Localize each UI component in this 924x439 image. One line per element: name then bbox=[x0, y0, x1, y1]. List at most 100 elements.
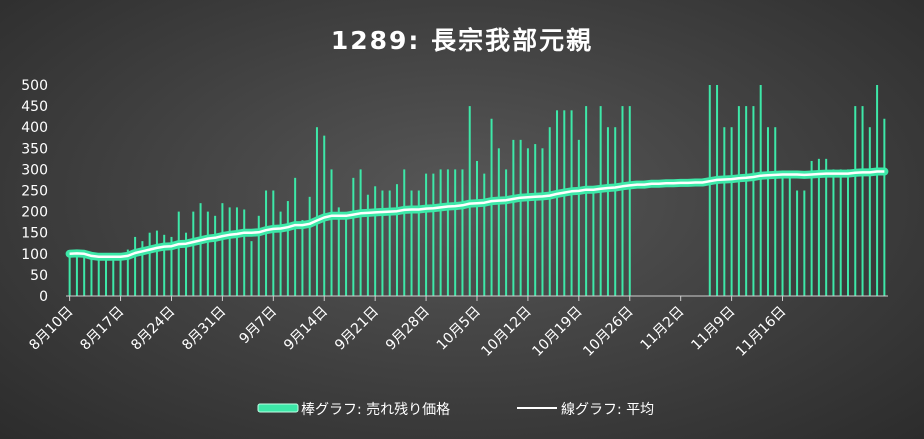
x-tick-label: 8月10日 bbox=[26, 304, 76, 354]
bar bbox=[257, 215, 260, 296]
bar bbox=[83, 255, 86, 296]
bar bbox=[599, 106, 602, 296]
bar bbox=[345, 215, 348, 296]
x-tick-label: 11月2日 bbox=[637, 304, 687, 354]
x-tick-label: 10月5日 bbox=[434, 304, 484, 354]
y-tick-label: 400 bbox=[21, 120, 48, 136]
bar bbox=[381, 190, 384, 296]
bar bbox=[883, 118, 886, 296]
bar bbox=[417, 190, 420, 296]
bar bbox=[75, 251, 78, 296]
x-tick-label: 9月21日 bbox=[332, 304, 382, 354]
bar bbox=[68, 253, 71, 296]
bar bbox=[563, 110, 566, 296]
bar bbox=[119, 255, 122, 296]
y-tick-label: 50 bbox=[30, 268, 48, 284]
x-tick-label: 8月31日 bbox=[179, 304, 229, 354]
bar bbox=[192, 211, 195, 296]
bar bbox=[730, 127, 733, 296]
bar bbox=[250, 241, 253, 296]
bar bbox=[854, 106, 857, 296]
bar bbox=[265, 190, 268, 296]
bar bbox=[759, 85, 762, 296]
bar bbox=[788, 177, 791, 296]
y-tick-label: 0 bbox=[39, 289, 48, 305]
bar bbox=[737, 106, 740, 296]
average-line-series bbox=[65, 167, 889, 261]
bar bbox=[512, 139, 515, 296]
bar bbox=[446, 169, 449, 296]
bar bbox=[461, 169, 464, 296]
y-tick-label: 250 bbox=[21, 184, 48, 200]
legend: 棒グラフ: 売れ残り価格 線グラフ: 平均 bbox=[257, 402, 654, 418]
bar bbox=[243, 209, 246, 296]
bar bbox=[374, 186, 377, 296]
bar bbox=[526, 148, 529, 296]
bar bbox=[577, 139, 580, 296]
y-tick-label: 150 bbox=[21, 226, 48, 242]
bar bbox=[206, 211, 209, 296]
bar bbox=[585, 106, 588, 296]
bar bbox=[294, 177, 297, 296]
bar bbox=[228, 207, 231, 296]
legend-item-line[interactable]: 線グラフ: 平均 bbox=[517, 402, 654, 418]
bar bbox=[403, 169, 406, 296]
bar bbox=[723, 127, 726, 296]
bar bbox=[497, 148, 500, 296]
bar bbox=[839, 169, 842, 296]
bar bbox=[861, 106, 864, 296]
bar bbox=[766, 127, 769, 296]
bar bbox=[439, 169, 442, 296]
legend-bar-label: 棒グラフ: 売れ残り価格 bbox=[301, 402, 450, 418]
bar bbox=[112, 255, 115, 296]
bar bbox=[716, 85, 719, 296]
bar bbox=[548, 127, 551, 296]
x-tick-label: 9月14日 bbox=[281, 304, 331, 354]
bar bbox=[781, 177, 784, 296]
bar bbox=[868, 127, 871, 296]
bar bbox=[97, 255, 100, 296]
bar bbox=[803, 190, 806, 296]
bar bbox=[846, 169, 849, 296]
x-tick-label: 10月12日 bbox=[478, 304, 534, 360]
y-tick-label: 100 bbox=[21, 247, 48, 263]
bar bbox=[825, 158, 828, 296]
bar bbox=[570, 110, 573, 296]
bar-series bbox=[68, 85, 886, 296]
bar bbox=[410, 190, 413, 296]
bar bbox=[432, 173, 435, 296]
x-tick-label: 8月24日 bbox=[128, 304, 178, 354]
bar bbox=[141, 241, 144, 296]
bar bbox=[425, 173, 428, 296]
bar bbox=[134, 236, 137, 296]
bar bbox=[90, 255, 93, 296]
x-tick-label: 10月26日 bbox=[580, 304, 636, 360]
bar bbox=[621, 106, 624, 296]
bar bbox=[199, 203, 202, 296]
bar bbox=[534, 144, 537, 296]
bar bbox=[832, 169, 835, 296]
bar bbox=[876, 85, 879, 296]
bar bbox=[505, 169, 508, 296]
bar bbox=[148, 232, 151, 296]
bar bbox=[126, 249, 129, 296]
bar bbox=[454, 169, 457, 296]
bar bbox=[395, 184, 398, 296]
bar bbox=[155, 230, 158, 296]
y-tick-label: 500 bbox=[21, 78, 48, 94]
legend-item-bar[interactable]: 棒グラフ: 売れ残り価格 bbox=[257, 402, 450, 418]
bar bbox=[796, 190, 799, 296]
x-tick-label: 8月17日 bbox=[77, 304, 127, 354]
bar bbox=[163, 234, 166, 296]
bar bbox=[272, 190, 275, 296]
bar bbox=[810, 160, 813, 296]
x-tick-label: 9月7日 bbox=[236, 304, 280, 348]
legend-line-label: 線グラフ: 平均 bbox=[561, 402, 654, 418]
bar bbox=[752, 106, 755, 296]
y-axis: 0 50 100 150 200 250 300 350 400 450 500 bbox=[21, 78, 48, 305]
bar bbox=[745, 106, 748, 296]
chart-title: 1289: 長宗我部元親 bbox=[331, 26, 593, 55]
bar bbox=[308, 196, 311, 296]
x-tick-label: 10月19日 bbox=[529, 304, 585, 360]
bar bbox=[286, 201, 289, 296]
